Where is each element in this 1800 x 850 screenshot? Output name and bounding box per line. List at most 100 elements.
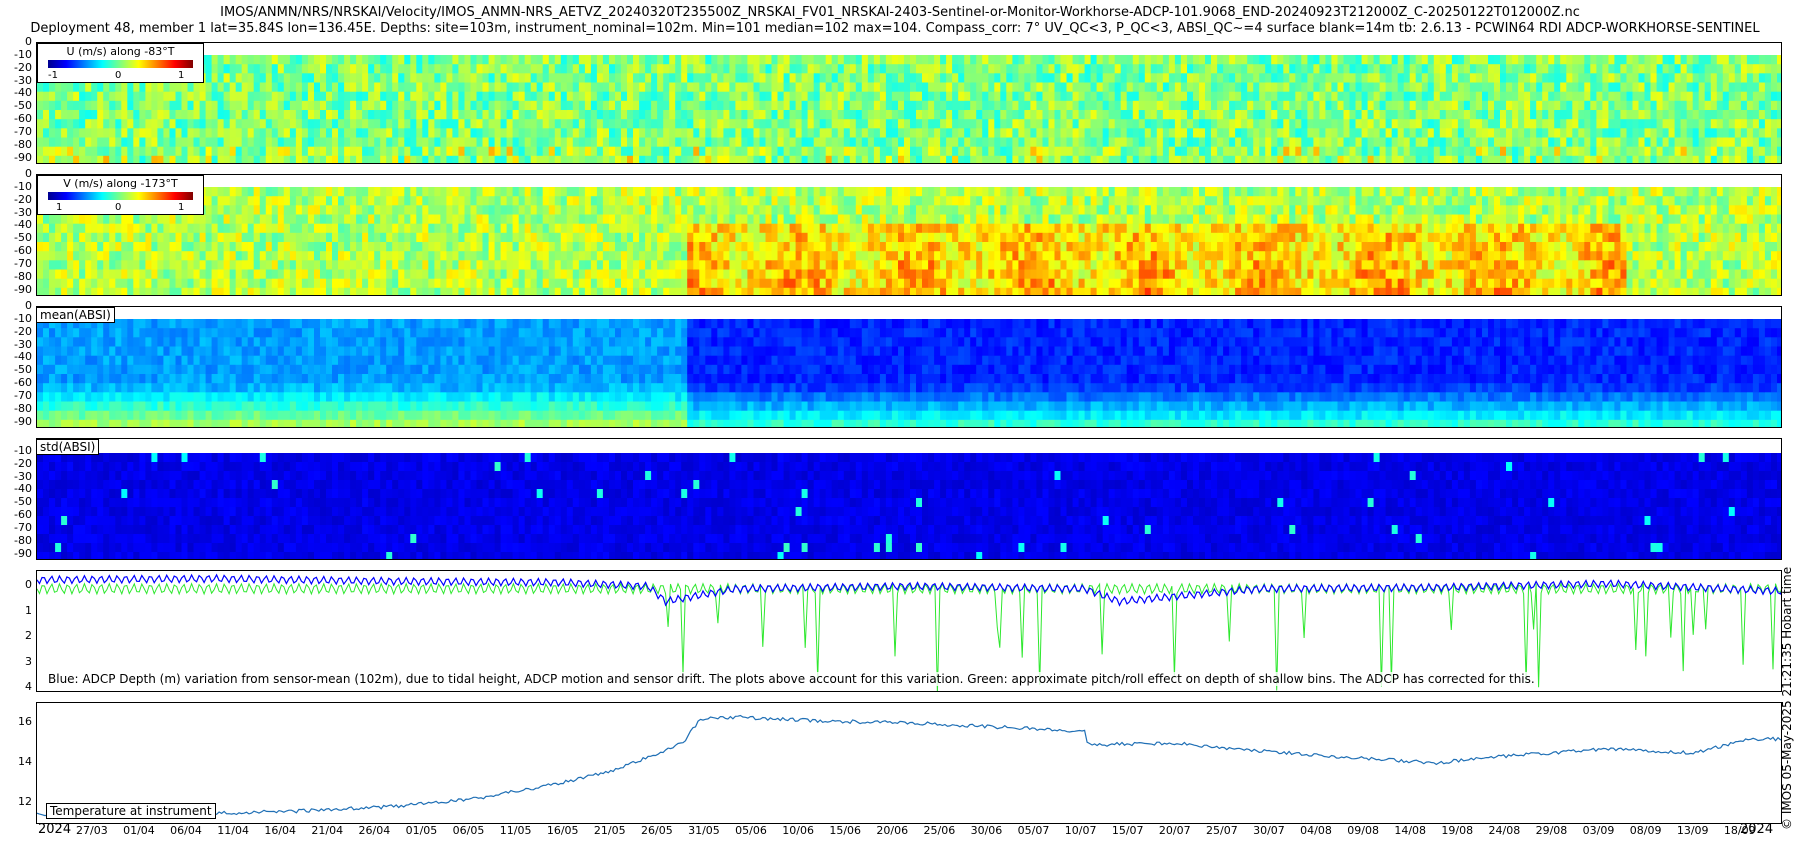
x-year-label-start: 2024 xyxy=(38,822,72,837)
x-tick-label: 11/04 xyxy=(217,824,249,837)
x-tick-label: 15/07 xyxy=(1111,824,1144,837)
u-colorbar-tick: 1 xyxy=(178,70,185,81)
y-tick-label: -10 xyxy=(14,311,32,325)
y-tick-label: -20 xyxy=(14,324,32,338)
x-tick-label: 30/06 xyxy=(970,824,1003,837)
y-tick-label: -90 xyxy=(14,546,32,560)
x-tick-label: 27/03 xyxy=(76,824,108,837)
y-tick-label: -50 xyxy=(14,99,32,113)
x-tick-label: 03/09 xyxy=(1582,824,1615,837)
y-tick-label: -40 xyxy=(14,86,32,100)
u-velocity-cells xyxy=(37,55,1781,163)
y-tick-label: -50 xyxy=(14,231,32,245)
u-velocity-heatmap xyxy=(36,42,1782,164)
y-tick-label: -60 xyxy=(14,244,32,258)
x-tick-label: 01/05 xyxy=(405,824,438,837)
y-tick-label: -50 xyxy=(14,363,32,377)
y-tick-label: -60 xyxy=(14,508,32,522)
y-tick-label: 12 xyxy=(18,795,32,808)
y-tick-label: -60 xyxy=(14,112,32,126)
y-tick-label: -30 xyxy=(14,205,32,219)
y-tick-label: -80 xyxy=(14,137,32,151)
x-tick-label: 26/04 xyxy=(358,824,391,837)
u-colorbar: U (m/s) along -83°T -1 0 1 xyxy=(37,43,204,83)
u-colorbar-gradient xyxy=(48,60,193,68)
y-tick-label: 0 xyxy=(25,167,32,180)
x-tick-label: 21/05 xyxy=(593,824,626,837)
x-tick-label: 04/08 xyxy=(1300,824,1332,837)
y-tick-label: -20 xyxy=(14,456,32,470)
x-tick-label: 18/09 xyxy=(1723,824,1756,837)
y-tick-label: -80 xyxy=(14,269,32,283)
x-tick-label: 13/09 xyxy=(1676,824,1709,837)
y-tick-label: -30 xyxy=(14,337,32,351)
x-tick-label: 25/06 xyxy=(923,824,956,837)
v-colorbar-tick: 1 xyxy=(178,202,185,213)
x-tick-label: 21/04 xyxy=(311,824,344,837)
x-tick-label: 31/05 xyxy=(688,824,720,837)
y-tick-label: -40 xyxy=(14,350,32,364)
y-tick-label: 1 xyxy=(25,603,32,617)
depth-variation-plot xyxy=(36,570,1782,692)
y-tick-label: -90 xyxy=(14,150,32,164)
x-tick-label: 16/05 xyxy=(546,824,579,837)
x-tick-label: 20/06 xyxy=(876,824,909,837)
copyright-label: © IMOS 05-May-2025 21:21:35 Hobart time xyxy=(1780,566,1794,830)
x-tick-label: 24/08 xyxy=(1488,824,1521,837)
v-colorbar-title: V (m/s) along -173°T xyxy=(63,177,178,190)
y-tick-label: -60 xyxy=(14,376,32,390)
y-tick-label: -80 xyxy=(14,533,32,547)
y-tick-label: 14 xyxy=(18,755,32,768)
x-tick-label: 05/07 xyxy=(1017,824,1050,837)
u-colorbar-tick: 0 xyxy=(115,70,122,81)
std-absi-cells xyxy=(37,453,1781,559)
x-tick-label: 01/04 xyxy=(123,824,155,837)
y-tick-label: -10 xyxy=(14,47,32,61)
mean-absi-cells xyxy=(37,319,1781,427)
y-tick-label: 0 xyxy=(25,35,32,48)
y-tick-label: 3 xyxy=(25,654,32,668)
mean-absi-heatmap xyxy=(36,306,1782,428)
x-tick-label: 19/08 xyxy=(1441,824,1474,837)
u-colorbar-title: U (m/s) along -83°T xyxy=(66,45,175,58)
temperature-series-0 xyxy=(37,714,1781,818)
y-tick-label: -70 xyxy=(14,256,32,270)
x-tick-label: 11/05 xyxy=(499,824,532,837)
y-tick-label: -90 xyxy=(14,282,32,296)
y-tick-label: -20 xyxy=(14,192,32,206)
y-tick-label: 0 xyxy=(25,299,32,312)
y-tick-label: -90 xyxy=(14,414,32,428)
y-tick-label: 0 xyxy=(25,578,32,592)
std-absi-heatmap xyxy=(36,438,1782,560)
y-tick-label: -80 xyxy=(14,401,32,415)
v-colorbar: V (m/s) along -173°T 1 0 1 xyxy=(37,175,204,215)
chart-title-line2: Deployment 48, member 1 lat=35.84S lon=1… xyxy=(30,21,1760,36)
x-tick-label: 16/04 xyxy=(264,824,297,837)
v-colorbar-tick: 1 xyxy=(56,202,63,213)
x-tick-label: 10/07 xyxy=(1064,824,1097,837)
mean-absi-label: mean(ABSI) xyxy=(36,307,115,323)
x-tick-label: 08/09 xyxy=(1629,824,1662,837)
v-velocity-heatmap xyxy=(36,174,1782,296)
y-tick-label: 4 xyxy=(25,679,32,693)
y-tick-label: -50 xyxy=(14,495,32,509)
x-tick-label: 14/08 xyxy=(1394,824,1427,837)
u-colorbar-tick: -1 xyxy=(48,70,58,81)
v-colorbar-gradient xyxy=(48,192,193,200)
x-tick-label: 30/07 xyxy=(1253,824,1285,837)
std-absi-label: std(ABSI) xyxy=(36,439,100,455)
x-tick-label: 25/07 xyxy=(1206,824,1238,837)
x-tick-label: 05/06 xyxy=(735,824,767,837)
y-tick-label: -30 xyxy=(14,73,32,87)
x-tick-label: 26/05 xyxy=(641,824,673,837)
y-tick-label: -20 xyxy=(14,60,32,74)
x-tick-label: 29/08 xyxy=(1535,824,1568,837)
y-tick-label: -40 xyxy=(14,482,32,496)
x-tick-label: 10/06 xyxy=(782,824,814,837)
y-tick-label: -40 xyxy=(14,218,32,232)
x-tick-label: 20/07 xyxy=(1158,824,1191,837)
y-tick-label: -30 xyxy=(14,469,32,483)
y-tick-label: -10 xyxy=(14,443,32,457)
x-tick-label: 06/04 xyxy=(170,824,202,837)
temperature-label: Temperature at instrument xyxy=(46,803,216,819)
